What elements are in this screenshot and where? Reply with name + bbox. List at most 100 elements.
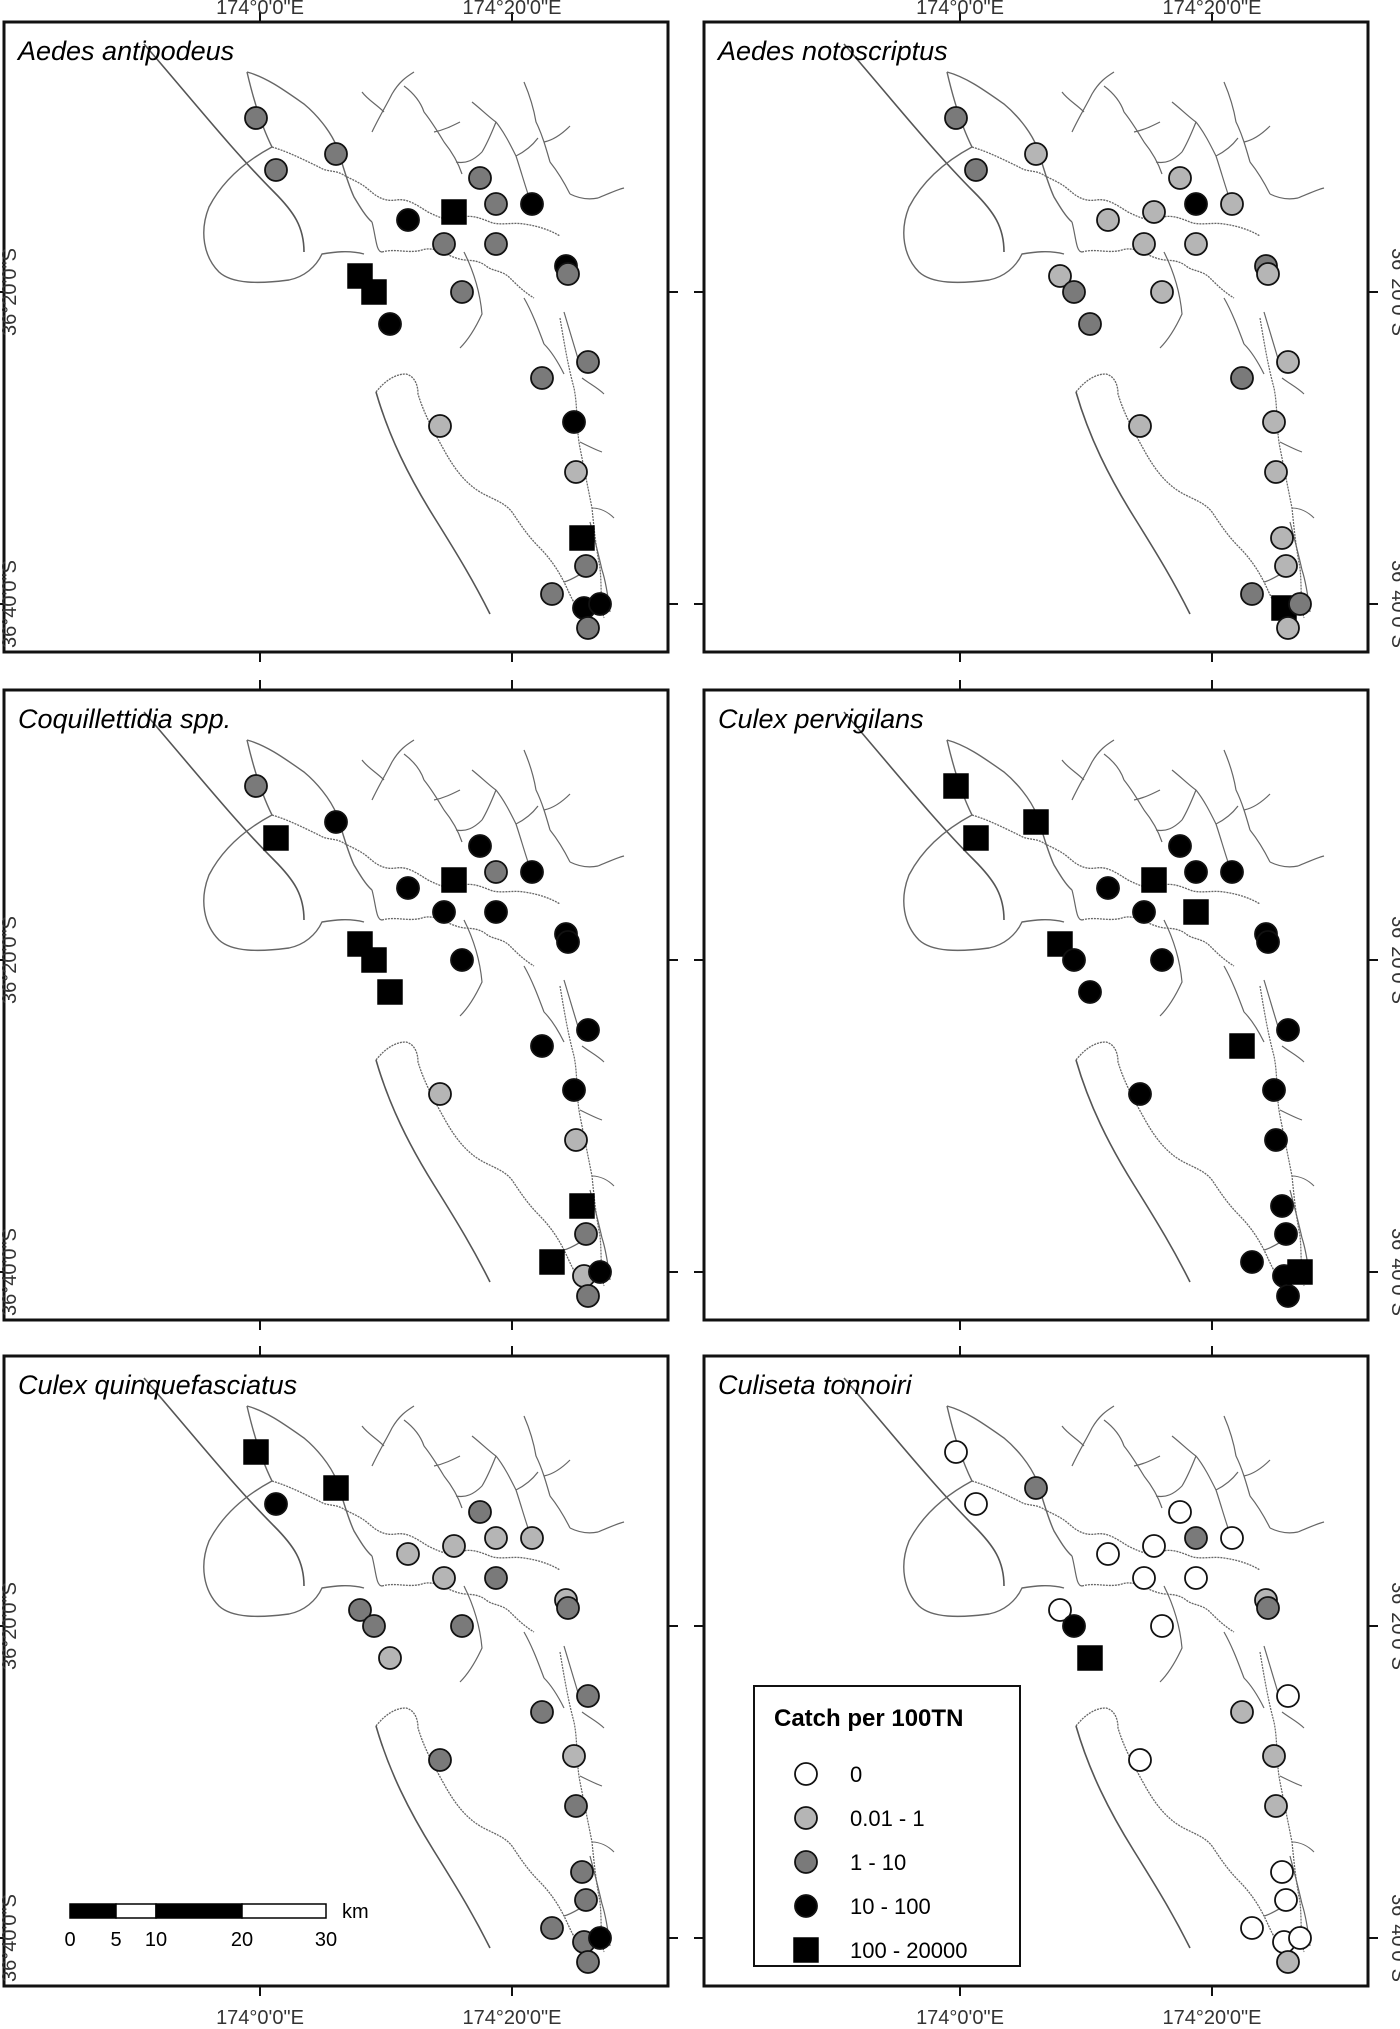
site-marker-circle — [1184, 192, 1208, 216]
site-marker-circle — [1256, 1596, 1280, 1620]
graticule-label: 36°20'0"S — [0, 916, 21, 1004]
graticule-label: 36°20'0"S — [1387, 916, 1400, 1004]
panel-frame — [2, 688, 670, 1322]
legend-title: Catch per 100TN — [774, 1705, 963, 1732]
site-marker-square — [323, 1475, 349, 1501]
species-title: Culex pervigilans — [718, 704, 924, 734]
site-marker-circle — [484, 860, 508, 884]
site-marker-circle — [1276, 616, 1300, 640]
legend-label: 100 - 20000 — [850, 1938, 967, 1963]
site-marker-square — [1229, 1033, 1255, 1059]
site-marker-circle — [1048, 1598, 1072, 1622]
legend-label: 0 — [850, 1762, 862, 1787]
graticule-ticks — [694, 680, 1378, 1330]
site-marker-square — [1077, 1645, 1103, 1671]
site-marker-circle — [1062, 1614, 1086, 1638]
site-marker-circle — [484, 232, 508, 256]
legend-swatch — [794, 1850, 818, 1874]
site-marker-circle — [396, 1542, 420, 1566]
graticule-label: 174°20'0"E — [463, 2007, 562, 2029]
site-marker-circle — [468, 834, 492, 858]
site-marker-circle — [1168, 834, 1192, 858]
site-marker-circle — [1240, 1916, 1264, 1940]
site-marker-circle — [562, 1078, 586, 1102]
site-marker-circle — [1276, 1950, 1300, 1974]
graticule-label: 36°20'0"S — [0, 248, 21, 336]
graticule-label: 36°20'0"S — [1387, 1582, 1400, 1670]
site-marker-circle — [484, 1566, 508, 1590]
site-marker-circle — [1262, 410, 1286, 434]
site-marker-circle — [556, 262, 580, 286]
site-marker-circle — [1240, 1250, 1264, 1274]
site-marker-circle — [484, 192, 508, 216]
site-marker-circle — [264, 1492, 288, 1516]
site-marker-square — [1183, 899, 1209, 925]
site-marker-square — [377, 979, 403, 1005]
graticule-label: 36°20'0"S — [0, 1582, 21, 1670]
site-marker-circle — [574, 554, 598, 578]
site-marker-square — [441, 867, 467, 893]
graticule-ticks — [0, 12, 678, 662]
site-marker-circle — [1168, 166, 1192, 190]
species-title: Aedes notoscriptus — [716, 36, 948, 66]
site-marker-circle — [1132, 232, 1156, 256]
panel-frame — [702, 688, 1370, 1322]
site-marker-circle — [378, 312, 402, 336]
site-marker-square — [1141, 867, 1167, 893]
site-marker-circle — [1184, 232, 1208, 256]
site-marker-circle — [1128, 1082, 1152, 1106]
site-marker-circle — [588, 592, 612, 616]
graticule-ticks — [694, 12, 1378, 662]
site-marker-circle — [1096, 1542, 1120, 1566]
site-marker-circle — [1274, 1888, 1298, 1912]
site-marker-circle — [1142, 200, 1166, 224]
scale-tick-label: 5 — [110, 1929, 121, 1951]
map-panel: Aedes antipodeus — [0, 12, 678, 662]
map-panel: Coquillettidia spp. — [0, 680, 678, 1330]
site-marker-circle — [244, 774, 268, 798]
species-title: Culiseta tonnoiri — [718, 1370, 913, 1400]
site-marker-circle — [562, 1744, 586, 1768]
site-marker-circle — [428, 414, 452, 438]
site-marker-circle — [1262, 1078, 1286, 1102]
site-marker-circle — [1274, 1222, 1298, 1246]
site-marker-circle — [1220, 192, 1244, 216]
site-marker-circle — [964, 1492, 988, 1516]
site-marker-circle — [1048, 264, 1072, 288]
site-marker-circle — [432, 1566, 456, 1590]
site-marker-circle — [450, 948, 474, 972]
scale-unit: km — [342, 1901, 369, 1923]
map-panel: Culiseta tonnoiri Catch per 100TN 0 0.01 - … — [694, 1346, 1378, 1996]
site-marker-circle — [396, 208, 420, 232]
graticule-label: 174°20'0"E — [1163, 0, 1262, 19]
site-marker-circle — [564, 460, 588, 484]
map-panel: Culex pervigilans — [694, 680, 1378, 1330]
trap-sites — [944, 106, 1312, 640]
scale-segment — [241, 1903, 327, 1919]
site-marker-circle — [1230, 1700, 1254, 1724]
site-marker-circle — [1270, 526, 1294, 550]
site-marker-circle — [574, 1888, 598, 1912]
site-marker-circle — [540, 582, 564, 606]
site-marker-circle — [1184, 1566, 1208, 1590]
site-marker-circle — [574, 1222, 598, 1246]
site-marker-circle — [520, 192, 544, 216]
site-marker-circle — [1150, 1614, 1174, 1638]
site-marker-circle — [484, 1526, 508, 1550]
site-marker-circle — [1096, 876, 1120, 900]
site-marker-circle — [1230, 366, 1254, 390]
site-marker-circle — [484, 900, 508, 924]
trap-sites — [943, 773, 1313, 1308]
species-title: Aedes antipodeus — [16, 36, 234, 66]
site-marker-circle — [1132, 900, 1156, 924]
graticule-label: 36°20'0"S — [1387, 248, 1400, 336]
legend-label: 1 - 10 — [850, 1850, 906, 1875]
graticule-label: 174°20'0"E — [463, 0, 562, 19]
site-marker-circle — [576, 1684, 600, 1708]
site-marker-circle — [1184, 860, 1208, 884]
site-marker-circle — [348, 1598, 372, 1622]
